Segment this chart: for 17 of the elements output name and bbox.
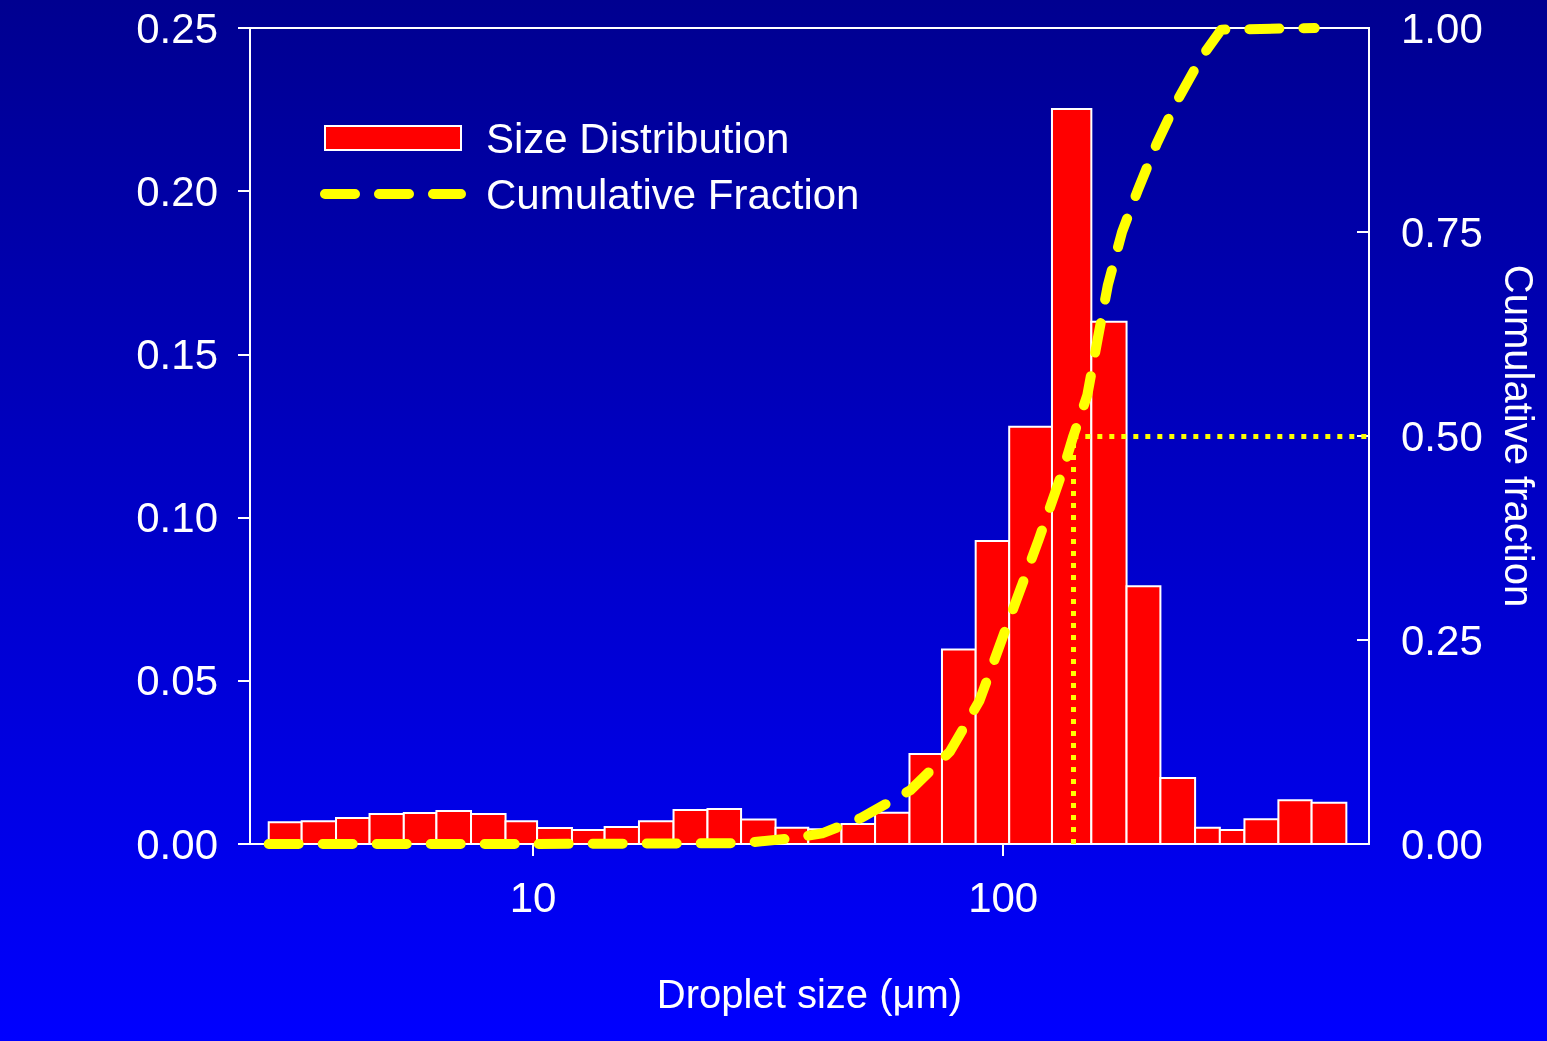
y2-tick-label: 0.00 [1401, 820, 1483, 868]
x-axis-title: Droplet size (μm) [656, 972, 963, 1016]
y2-tick-label: 1.00 [1401, 4, 1483, 52]
y2-tick-label: 0.75 [1401, 208, 1483, 256]
y-tick-label: 0.00 [136, 820, 218, 868]
x-tick-label: 100 [968, 873, 1039, 921]
legend-label: Size Distribution [486, 114, 790, 162]
y-tick-label: 0.10 [136, 494, 218, 542]
y2-tick-label: 0.25 [1401, 616, 1483, 664]
x-tick-label: 10 [509, 873, 557, 921]
legend-label: Cumulative Fraction [486, 170, 860, 218]
y-tick-label: 0.05 [136, 657, 218, 705]
y2-axis-title: Cumulative fraction [1497, 264, 1541, 608]
y-tick-label: 0.25 [136, 4, 218, 52]
y2-tick-label: 0.50 [1401, 412, 1483, 460]
y-tick-label: 0.15 [136, 330, 218, 378]
y-tick-label: 0.20 [136, 167, 218, 215]
